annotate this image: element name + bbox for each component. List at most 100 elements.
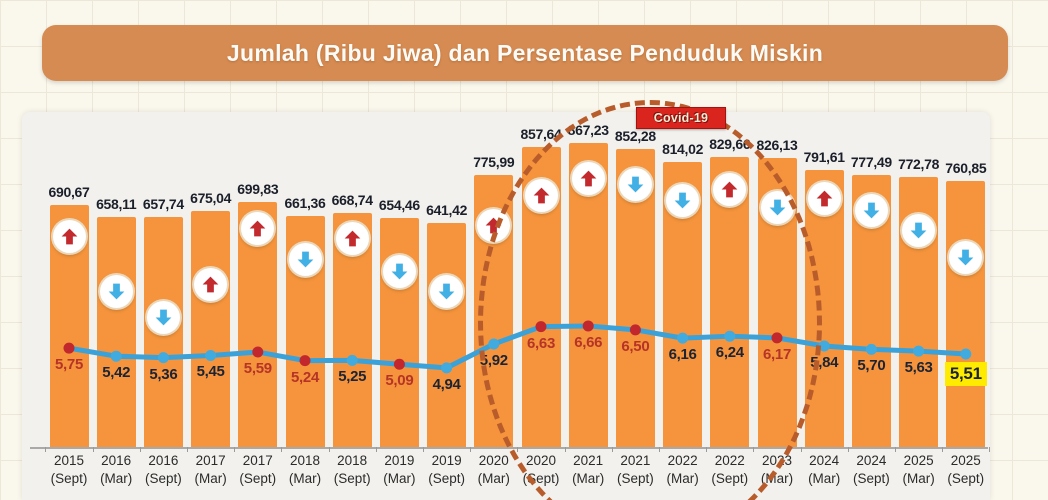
x-axis-year-label: 2022 <box>667 453 698 468</box>
bar-value-label: 772,78 <box>898 155 940 172</box>
trend-up-icon <box>713 173 747 207</box>
x-axis-period-label: (Mar) <box>760 471 794 486</box>
x-axis-year-label: 2018 <box>289 453 321 468</box>
x-axis-period-label: (Mar) <box>572 471 605 486</box>
x-axis-year-label: 2016 <box>148 453 179 468</box>
x-axis <box>30 447 988 449</box>
x-axis-year-label: 2023 <box>761 453 793 468</box>
x-axis-year-label: 2021 <box>620 453 651 468</box>
x-axis-tick <box>470 447 472 452</box>
x-axis-period-label: (Mar) <box>383 471 416 486</box>
pct-label: 6,17 <box>763 345 791 363</box>
pct-label: 5,70 <box>857 357 886 375</box>
x-axis-year-label: 2022 <box>714 453 745 468</box>
x-axis-tick <box>45 447 47 452</box>
x-axis-period-label: (Sept) <box>333 471 371 486</box>
chart-title: Jumlah (Ribu Jiwa) dan Persentase Pendud… <box>226 39 824 66</box>
x-axis-tick <box>847 447 849 452</box>
trend-up-icon <box>335 222 369 256</box>
bar-value-label: 777,49 <box>850 153 892 170</box>
x-axis-tick <box>989 447 991 452</box>
x-axis-tick <box>139 447 141 452</box>
bar-value-label: 814,02 <box>662 141 704 158</box>
trend-down-icon <box>430 275 464 308</box>
bar <box>946 180 986 447</box>
x-axis-year-label: 2018 <box>337 453 368 468</box>
trend-down-icon <box>854 194 888 228</box>
pct-label: 5,92 <box>479 351 508 369</box>
x-axis-year-label: 2020 <box>478 453 509 468</box>
x-axis-period-label: (Sept) <box>145 471 182 486</box>
pct-label: 5,45 <box>196 363 225 381</box>
bar-value-label: 641,42 <box>426 201 468 218</box>
x-axis-period-label: (Sept) <box>853 471 890 486</box>
bar-value-label: 775,99 <box>473 154 515 171</box>
x-axis-period-label: (Sept) <box>617 471 654 486</box>
trend-down-icon <box>666 183 700 217</box>
trend-down-icon <box>618 168 652 202</box>
x-axis-year-label: 2019 <box>384 453 415 468</box>
bar-value-label: 675,04 <box>190 189 232 206</box>
bar-value-label: 668,74 <box>331 191 373 208</box>
x-axis-tick <box>281 447 283 452</box>
trend-up-icon <box>524 179 558 213</box>
pct-label: 5,51 <box>936 362 996 386</box>
pct-label: 5,42 <box>102 364 131 382</box>
x-axis-tick <box>328 447 330 452</box>
x-axis-tick <box>659 447 660 452</box>
bar-value-label: 826,13 <box>756 136 798 153</box>
trend-up-icon <box>241 211 275 245</box>
trend-down-icon <box>99 275 133 309</box>
x-axis-tick <box>800 447 802 452</box>
x-axis-period-label: (Sept) <box>50 471 88 486</box>
x-axis-year-label: 2020 <box>525 453 557 468</box>
pct-label: 5,24 <box>291 368 319 386</box>
bar-value-label: 852,28 <box>614 127 656 144</box>
bar <box>804 169 844 447</box>
x-axis-tick <box>517 447 519 452</box>
pct-label: 6,63 <box>527 334 555 352</box>
pct-label: 6,66 <box>574 333 603 351</box>
bar-value-label: 657,74 <box>142 195 184 212</box>
x-axis-period-label: (Sept) <box>239 471 277 486</box>
bar-value-label: 791,61 <box>803 148 845 165</box>
pct-label: 5,36 <box>149 365 178 383</box>
x-axis-year-label: 2025 <box>950 453 981 468</box>
x-axis-period-label: (Mar) <box>288 471 322 486</box>
x-axis-year-label: 2015 <box>53 453 85 468</box>
trend-up-icon <box>194 268 228 302</box>
x-axis-year-label: 2024 <box>809 453 840 468</box>
bar-value-label: 760,85 <box>945 159 987 176</box>
x-axis-year-label: 2017 <box>195 453 226 468</box>
bar-value-label: 857,64 <box>520 125 562 142</box>
x-axis-period-label: (Mar) <box>666 471 699 486</box>
x-axis-tick <box>234 447 236 452</box>
pct-label: 5,75 <box>55 356 83 374</box>
pct-label: 6,16 <box>668 346 697 364</box>
trend-down-icon <box>288 243 322 277</box>
trend-down-icon <box>760 191 794 225</box>
trend-down-icon <box>382 255 416 289</box>
x-axis-period-label: (Sept) <box>947 471 985 486</box>
x-axis-period-label: (Sept) <box>711 471 749 486</box>
pct-label: 5,63 <box>904 359 933 377</box>
x-axis-period-label: (Mar) <box>100 471 133 486</box>
x-axis-period-label: (Mar) <box>902 471 935 486</box>
x-axis-period-label: (Mar) <box>477 471 510 486</box>
x-axis-tick <box>611 447 613 452</box>
pct-label: 6,24 <box>715 344 744 362</box>
x-axis-period-label: (Sept) <box>428 471 465 486</box>
bar-value-label: 699,83 <box>237 181 279 198</box>
trend-up-icon <box>571 161 605 195</box>
pct-label: 5,59 <box>243 360 272 378</box>
bar-value-label: 867,23 <box>567 122 609 139</box>
x-axis-year-label: 2021 <box>573 453 604 468</box>
bar-value-label: 829,66 <box>709 135 751 152</box>
x-axis-period-label: (Sept) <box>522 471 560 486</box>
bar-value-label: 658,11 <box>96 195 137 212</box>
x-axis-year-label: 2019 <box>431 453 462 468</box>
pct-label: 5,25 <box>338 368 367 386</box>
trend-down-icon <box>949 241 983 275</box>
x-axis-year-label: 2016 <box>101 453 132 468</box>
